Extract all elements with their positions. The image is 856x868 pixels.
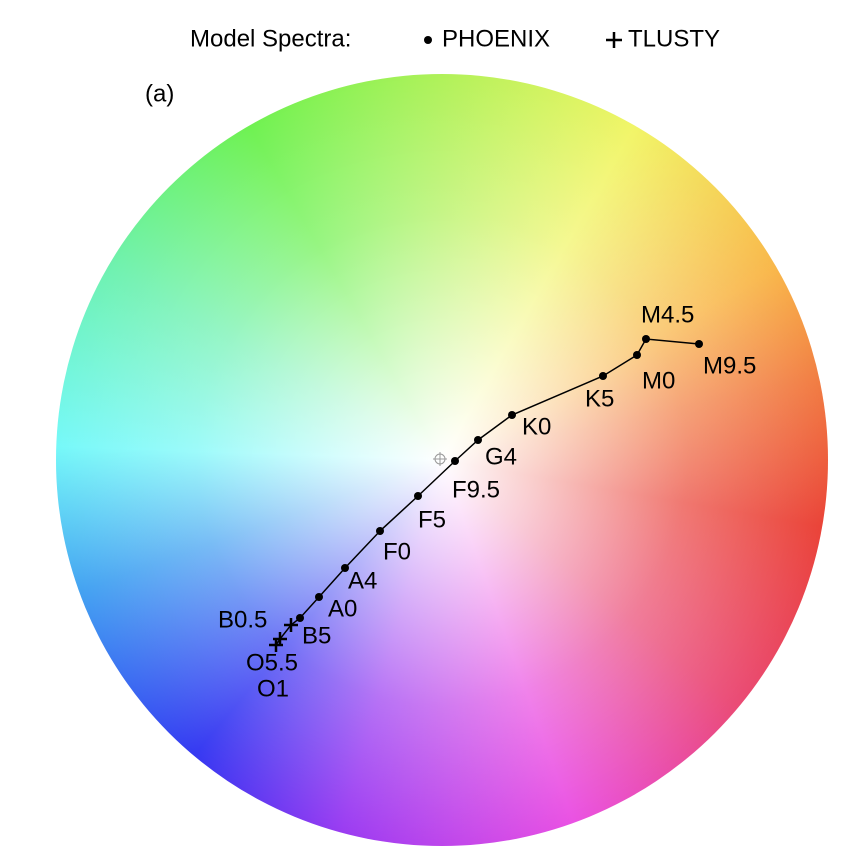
phoenix-point bbox=[414, 492, 422, 500]
point-label: M9.5 bbox=[703, 352, 756, 379]
point-label: M0 bbox=[642, 367, 675, 394]
legend-label: PHOENIX bbox=[442, 25, 550, 52]
phoenix-point bbox=[474, 436, 482, 444]
point-label: G4 bbox=[485, 443, 517, 470]
phoenix-point bbox=[315, 593, 323, 601]
white-point-cross bbox=[433, 452, 447, 466]
phoenix-point bbox=[296, 614, 304, 622]
point-label: O1 bbox=[257, 675, 289, 702]
point-label: B0.5 bbox=[218, 606, 267, 633]
point-label: F0 bbox=[383, 538, 411, 565]
phoenix-point bbox=[695, 340, 703, 348]
point-label: K0 bbox=[522, 413, 551, 440]
point-label: F5 bbox=[418, 506, 446, 533]
legend-dot bbox=[424, 36, 432, 44]
point-label: F9.5 bbox=[452, 476, 500, 503]
point-label: B5 bbox=[302, 622, 331, 649]
point-label: M4.5 bbox=[641, 301, 694, 328]
phoenix-point bbox=[642, 335, 650, 343]
point-label: A4 bbox=[348, 567, 377, 594]
phoenix-point bbox=[341, 564, 349, 572]
phoenix-point bbox=[451, 457, 459, 465]
tlusty-point bbox=[269, 638, 283, 652]
legend-label: TLUSTY bbox=[628, 25, 720, 52]
point-label: O5.5 bbox=[246, 649, 298, 676]
phoenix-point bbox=[376, 527, 384, 535]
legend-title: Model Spectra: bbox=[190, 25, 351, 52]
tlusty-point bbox=[284, 618, 298, 632]
panel-label: (a) bbox=[145, 80, 174, 107]
point-label: K5 bbox=[585, 385, 614, 412]
phoenix-point bbox=[599, 372, 607, 380]
phoenix-point bbox=[508, 411, 516, 419]
legend-plus bbox=[606, 32, 622, 48]
phoenix-point bbox=[633, 351, 641, 359]
white-center bbox=[56, 74, 828, 846]
point-label: A0 bbox=[328, 595, 357, 622]
